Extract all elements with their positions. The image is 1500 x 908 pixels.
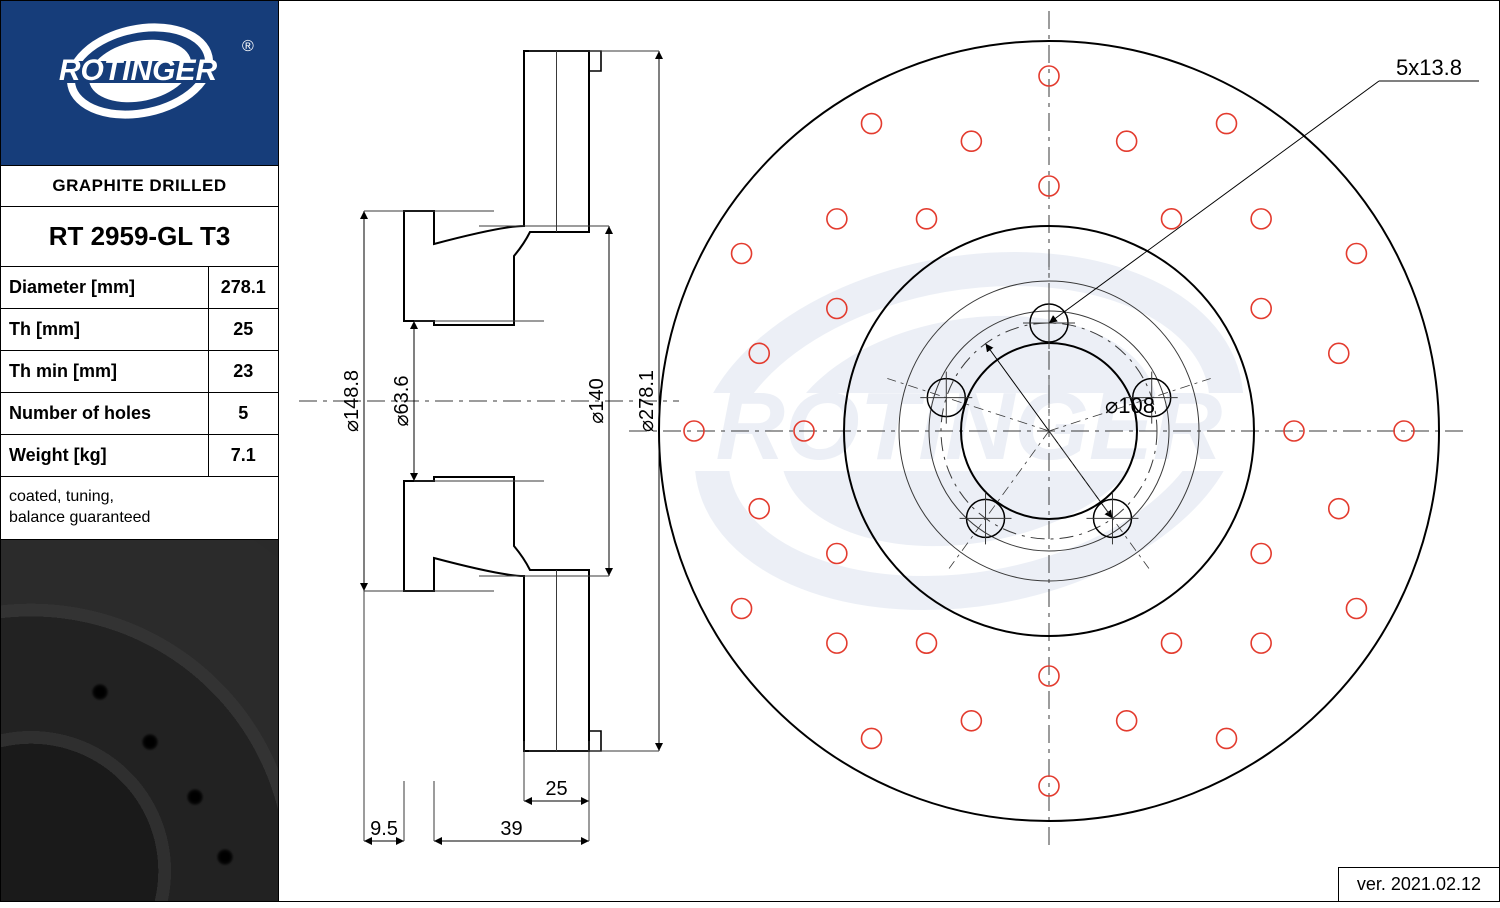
spec-value: 278.1	[208, 267, 278, 309]
spec-value: 23	[208, 351, 278, 393]
registered-icon: ®	[242, 38, 254, 55]
spec-row: Th [mm]25	[1, 309, 278, 351]
sidebar: ROTINGER ® GRAPHITE DRILLED RT 2959-GL T…	[1, 1, 279, 901]
svg-text:9.5: 9.5	[370, 818, 398, 840]
product-photo	[1, 540, 278, 901]
svg-text:ROTINGER: ROTINGER	[716, 373, 1223, 480]
spec-table: GRAPHITE DRILLED RT 2959-GL T3 Diameter …	[1, 166, 278, 540]
bolt-pattern-label: 5x13.8	[1396, 55, 1462, 80]
svg-text:39: 39	[500, 818, 522, 840]
svg-text:⌀148.8: ⌀148.8	[341, 370, 363, 432]
spec-row: Weight [kg]7.1	[1, 435, 278, 477]
svg-text:25: 25	[545, 778, 567, 800]
spec-label: Diameter [mm]	[1, 267, 208, 309]
product-notes: coated, tuning, balance guaranteed	[1, 477, 278, 540]
spec-value: 5	[208, 393, 278, 435]
spec-row: Diameter [mm]278.1	[1, 267, 278, 309]
spec-label: Th [mm]	[1, 309, 208, 351]
brand-text: ROTINGER	[58, 54, 217, 87]
page: ROTINGER ® GRAPHITE DRILLED RT 2959-GL T…	[0, 0, 1500, 902]
brand-logo: ROTINGER ®	[1, 1, 278, 166]
spec-label: Th min [mm]	[1, 351, 208, 393]
spec-value: 7.1	[208, 435, 278, 477]
svg-text:⌀140: ⌀140	[586, 378, 608, 423]
spec-label: Number of holes	[1, 393, 208, 435]
svg-text:⌀278.1: ⌀278.1	[636, 370, 658, 432]
part-number: RT 2959-GL T3	[1, 207, 278, 267]
version-label: ver. 2021.02.12	[1338, 867, 1499, 901]
technical-drawing: ROTINGER ⌀278.1 ⌀140 ⌀148.8 ⌀63.6 25 39 9.5 5x13…	[279, 1, 1499, 901]
spec-row: Th min [mm]23	[1, 351, 278, 393]
spec-row: Number of holes5	[1, 393, 278, 435]
spec-value: 25	[208, 309, 278, 351]
spec-label: Weight [kg]	[1, 435, 208, 477]
bolt-circle-dia-label: ⌀108	[1105, 393, 1155, 418]
product-type: GRAPHITE DRILLED	[1, 166, 278, 207]
svg-text:⌀63.6: ⌀63.6	[391, 376, 413, 427]
drawing-svg: ROTINGER ⌀278.1 ⌀140 ⌀148.8 ⌀63.6 25 39 9.5 5x13…	[279, 1, 1499, 903]
